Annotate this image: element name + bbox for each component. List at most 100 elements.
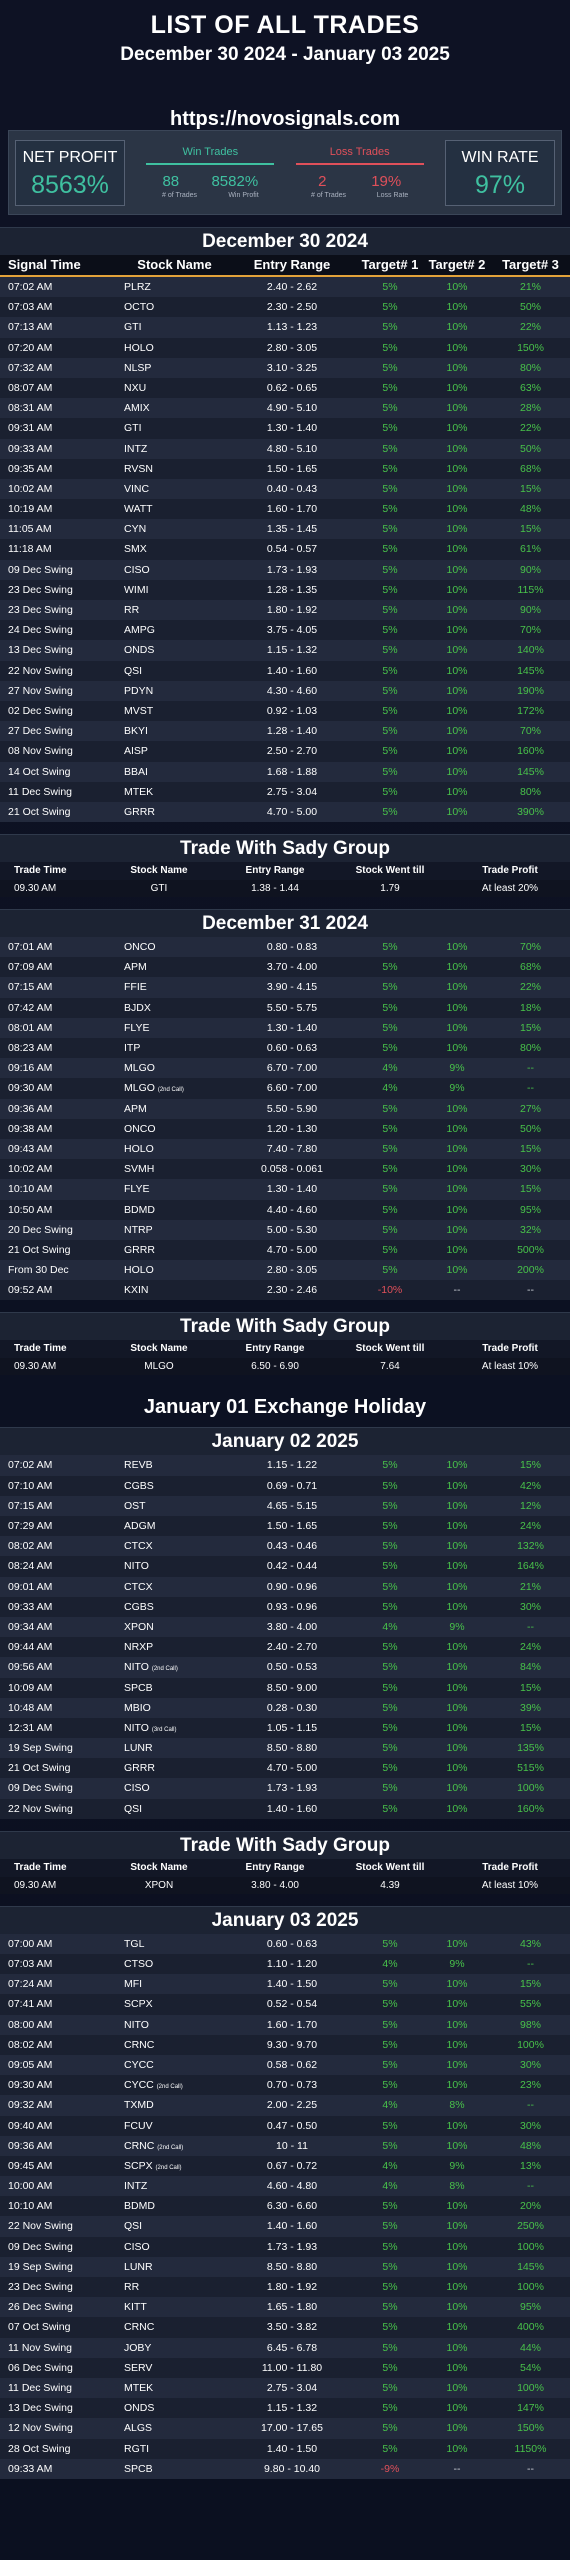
stock-symbol: LUNR [124, 2260, 153, 2273]
stock-name-header: Stock Name [130, 1343, 188, 1355]
target-2: 10% [446, 644, 468, 657]
stock-symbol: FLYE [124, 1021, 150, 1034]
table-row: 09:33 AM SPCB 9.80 - 10.40 -9% -- -- [0, 2458, 570, 2479]
target-1: 5% [382, 341, 398, 354]
holiday-banner: January 01 Exchange Holiday [143, 1396, 427, 1419]
target-1: 5% [382, 482, 398, 495]
target-1: 5% [382, 361, 398, 374]
entry-range: 0.70 - 0.73 [266, 2079, 318, 2092]
stock-symbol: APM [124, 1102, 147, 1115]
stock-name: KITT [112, 2297, 227, 2317]
stock-symbol: RR [124, 604, 140, 616]
stock-symbol: SCPX [124, 2159, 153, 2172]
target-3: 132% [517, 1540, 544, 1553]
target-2: 10% [446, 381, 468, 394]
target-2: 10% [446, 2058, 468, 2071]
entry-range: 3.50 - 3.82 [266, 2321, 318, 2334]
target-2: 10% [446, 805, 468, 818]
entry-range: 8.50 - 8.80 [266, 2260, 318, 2273]
entry-range: 6.45 - 6.78 [266, 2341, 318, 2354]
stock-name: AISP [112, 741, 227, 761]
target-2: 10% [446, 1203, 468, 1216]
signal-time: 09:32 AM [8, 2099, 53, 2112]
table-row: 27 Dec Swing BKYI 1.28 - 1.40 5% 10% 70% [0, 721, 570, 742]
target-3: 15% [519, 482, 541, 495]
stock-name: INTZ [112, 439, 227, 459]
stock-name: MBIO [112, 1698, 227, 1718]
table-row: 09 Dec Swing CISO 1.73 - 1.93 5% 10% 90% [0, 559, 570, 580]
signal-time: 11 Nov Swing [8, 2341, 73, 2354]
entry-range: 2.75 - 3.04 [266, 2381, 318, 2394]
target-1: 5% [382, 725, 398, 738]
stock-name: CRNC [112, 2035, 227, 2055]
stock-name: SERV [112, 2358, 227, 2378]
signal-time: 07:29 AM [8, 1520, 53, 1532]
target-3: 48% [519, 2139, 541, 2152]
day-section: January 02 2025 07:02 AM REVB 1.15 - 1.22 5%… [0, 1427, 570, 1905]
target-3: 90% [519, 604, 541, 616]
stock-name: QSI [112, 661, 227, 681]
trade-profit-header: Trade Profit [482, 1343, 538, 1355]
target-1: 5% [382, 745, 398, 758]
table-row: 12:31 AM NITO (3rd Call) 1.05 - 1.15 5% 10% 1… [0, 1717, 570, 1739]
table-row: 07:15 AM OST 4.65 - 5.15 5% 10% 12% [0, 1495, 570, 1516]
table-row: 27 Nov Swing PDYN 4.30 - 4.60 5% 10% 190% [0, 680, 570, 701]
signal-time: 08:00 AM [8, 2018, 53, 2031]
table-row: 07:13 AM GTI 1.13 - 1.23 5% 10% 22% [0, 317, 570, 338]
target-1: 5% [382, 1600, 398, 1613]
target-2: -- [453, 2462, 461, 2475]
target-1-header: Target# 1 [361, 257, 419, 272]
table-row: 08:02 AM CRNC 9.30 - 9.70 5% 10% 100% [0, 2034, 570, 2055]
target-3: 13% [519, 2159, 541, 2172]
stock-symbol: HOLO [124, 1264, 154, 1277]
trade-time-header: Trade Time [14, 1861, 67, 1873]
stock-symbol: INTZ [124, 442, 148, 455]
entry-range: 1.13 - 1.23 [266, 321, 318, 334]
target-1: 5% [382, 961, 398, 974]
target-2: 10% [446, 2240, 468, 2253]
entry-range: 3.80 - 4.00 [251, 1879, 299, 1891]
target-2: 10% [446, 2260, 468, 2273]
net-profit-label: NET PROFIT [22, 148, 118, 166]
target-3: 1150% [514, 2442, 547, 2455]
target-2: 10% [446, 1937, 468, 1950]
table-row: 10:02 AM VINC 0.40 - 0.43 5% 10% 15% [0, 478, 570, 500]
target-1: 5% [382, 684, 398, 697]
trade-time-header: Trade Time [14, 1343, 67, 1355]
target-3: 500% [517, 1243, 544, 1256]
target-3: 400% [517, 2321, 544, 2334]
target-1: 4% [382, 1082, 398, 1095]
site-url[interactable]: https://novosignals.com [169, 108, 401, 130]
stock-symbol: GRRR [124, 1762, 155, 1775]
call-note: (3rd Call) [151, 1726, 177, 1733]
entry-range: 6.70 - 7.00 [266, 1062, 318, 1075]
stock-name: CRNC (2nd Call) [112, 2136, 227, 2156]
table-row: 21 Oct Swing GRRR 4.70 - 5.00 5% 10% 500% [0, 1239, 570, 1261]
target-1: 5% [382, 1520, 398, 1532]
stock-name: JOBY [112, 2338, 227, 2358]
signal-time: 10:19 AM [8, 503, 53, 516]
entry-range: 0.92 - 1.03 [266, 704, 318, 717]
signal-time: 11 Dec Swing [8, 2381, 73, 2394]
sady-group-section: Trade With Sady Group Trade Time Stock Nam… [0, 834, 570, 898]
entry-range-header: Entry Range [245, 865, 305, 877]
trade-profit: At least 10% [481, 1879, 539, 1891]
stock-went-till: 4.39 [380, 1879, 400, 1891]
stock-symbol: ITP [124, 1042, 141, 1054]
target-2: 10% [446, 321, 468, 334]
target-1: 5% [382, 1782, 398, 1795]
target-3: 50% [519, 1122, 541, 1135]
stock-went-till: 1.79 [380, 883, 400, 895]
stock-name: RVSN [112, 459, 227, 479]
target-1: 5% [382, 422, 398, 435]
entry-range: 2.80 - 3.05 [266, 1264, 318, 1277]
stock-name-header: Stock Name [130, 1861, 188, 1873]
stock-name: NTRP [112, 1220, 227, 1240]
table-row: 07:41 AM SCPX 0.52 - 0.54 5% 10% 55% [0, 1994, 570, 2015]
signal-time: 07:09 AM [8, 961, 53, 974]
stock-symbol: BJDX [124, 1001, 151, 1014]
target-2: 10% [446, 1021, 468, 1034]
signal-time: 09:05 AM [8, 2058, 53, 2071]
target-2: 10% [446, 2220, 468, 2233]
target-1: 5% [382, 402, 398, 415]
